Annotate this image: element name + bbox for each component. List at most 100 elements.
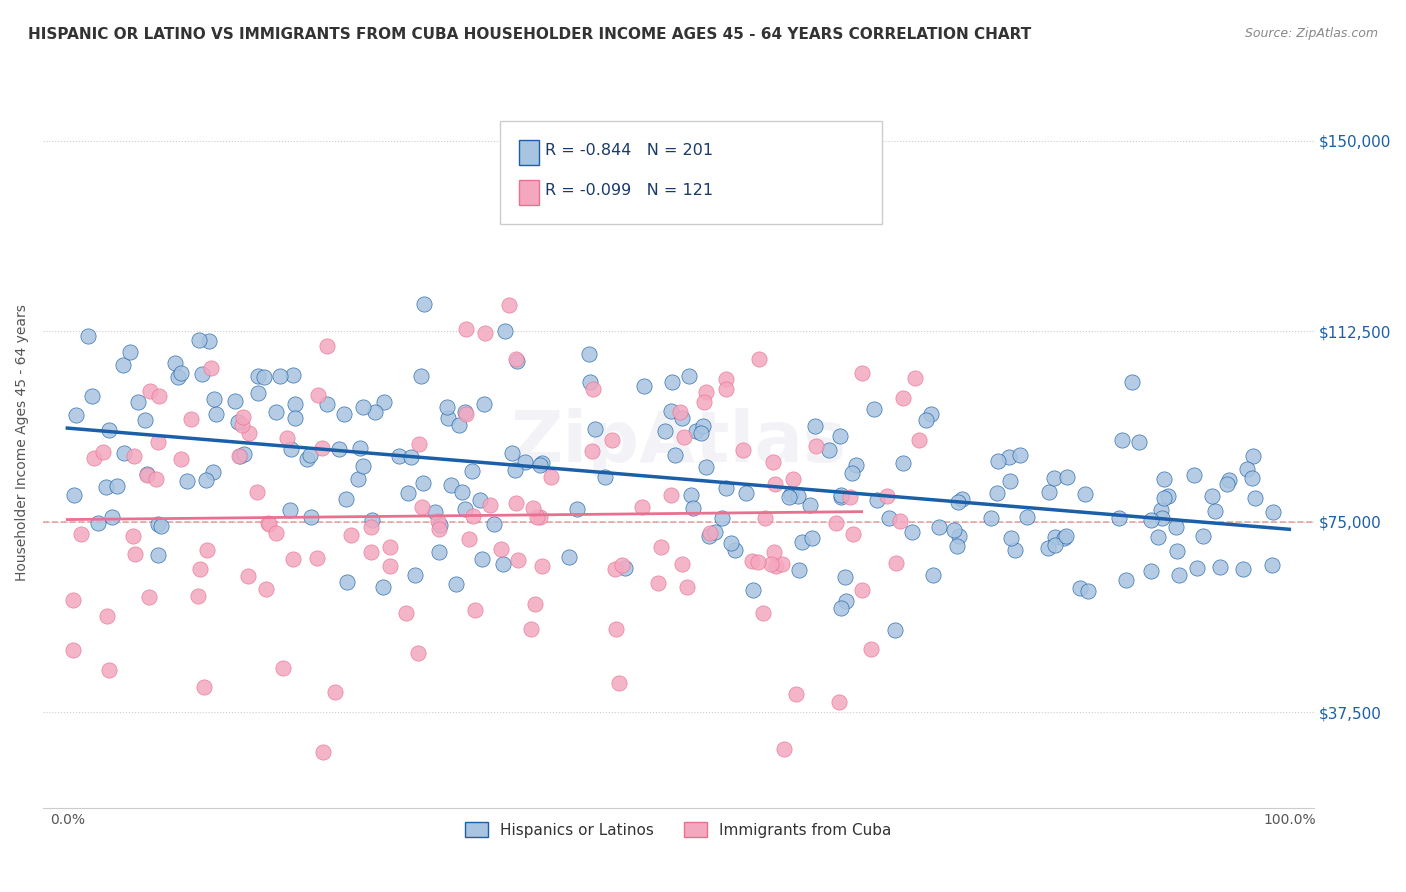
- Point: [311, 441, 333, 455]
- Point: [494, 324, 516, 338]
- Y-axis label: Householder Income Ages 45 - 64 years: Householder Income Ages 45 - 64 years: [15, 304, 30, 581]
- Point: [1166, 544, 1188, 558]
- Point: [1128, 434, 1150, 449]
- Point: [98, 663, 121, 677]
- Point: [661, 375, 683, 389]
- FancyBboxPatch shape: [519, 139, 538, 165]
- Point: [1236, 462, 1258, 476]
- Point: [411, 368, 433, 383]
- Point: [460, 464, 482, 478]
- Point: [1153, 472, 1175, 486]
- Point: [900, 524, 922, 539]
- Point: [269, 368, 291, 383]
- Point: [790, 535, 813, 549]
- Point: [891, 391, 914, 405]
- Point: [454, 405, 477, 419]
- Point: [122, 450, 145, 464]
- Point: [105, 479, 128, 493]
- Point: [593, 469, 616, 483]
- Point: [122, 529, 145, 543]
- Point: [146, 516, 169, 531]
- Point: [876, 489, 898, 503]
- Point: [631, 500, 654, 514]
- Point: [352, 459, 374, 474]
- Point: [489, 542, 512, 557]
- Text: R = -0.844   N = 201: R = -0.844 N = 201: [546, 143, 713, 158]
- Point: [273, 661, 295, 675]
- Point: [333, 407, 356, 421]
- Point: [647, 576, 669, 591]
- Point: [998, 474, 1021, 488]
- Point: [454, 322, 477, 336]
- Point: [228, 449, 250, 463]
- Point: [831, 600, 853, 615]
- Point: [763, 545, 786, 559]
- Point: [669, 405, 692, 419]
- Point: [170, 451, 193, 466]
- Point: [228, 450, 250, 464]
- Point: [1261, 558, 1284, 572]
- Point: [558, 549, 581, 564]
- Point: [349, 441, 371, 455]
- Point: [454, 502, 477, 516]
- Point: [1263, 505, 1285, 519]
- Point: [1241, 449, 1264, 463]
- Point: [468, 493, 491, 508]
- Point: [799, 499, 821, 513]
- Point: [191, 368, 214, 382]
- Point: [828, 429, 851, 443]
- Point: [699, 525, 721, 540]
- Point: [1140, 564, 1163, 578]
- Point: [62, 592, 84, 607]
- Point: [449, 417, 471, 432]
- Point: [498, 298, 520, 312]
- Point: [654, 424, 676, 438]
- Point: [772, 742, 794, 756]
- Point: [1115, 573, 1137, 587]
- Point: [361, 513, 384, 527]
- Point: [336, 574, 359, 589]
- Point: [1054, 529, 1077, 543]
- Point: [1053, 531, 1076, 545]
- Point: [610, 558, 633, 572]
- Point: [678, 369, 700, 384]
- Point: [231, 418, 253, 433]
- Point: [463, 509, 485, 524]
- Point: [884, 623, 907, 637]
- Point: [188, 562, 211, 576]
- Point: [127, 395, 149, 409]
- Point: [804, 418, 827, 433]
- Point: [1000, 532, 1022, 546]
- Point: [1036, 541, 1059, 556]
- Point: [921, 568, 943, 582]
- Point: [437, 410, 460, 425]
- Point: [120, 345, 142, 359]
- Point: [307, 388, 329, 402]
- Point: [801, 531, 824, 545]
- Point: [299, 510, 322, 524]
- Point: [139, 384, 162, 399]
- Point: [578, 347, 600, 361]
- Point: [763, 477, 786, 491]
- Point: [607, 676, 630, 690]
- Point: [659, 487, 682, 501]
- Point: [198, 334, 221, 348]
- Point: [671, 411, 693, 425]
- Point: [1201, 489, 1223, 503]
- Point: [124, 547, 146, 561]
- Point: [193, 680, 215, 694]
- Point: [98, 423, 121, 437]
- Point: [505, 351, 527, 366]
- Point: [404, 567, 426, 582]
- Point: [581, 443, 603, 458]
- Point: [232, 409, 254, 424]
- Point: [915, 413, 938, 427]
- Point: [346, 472, 368, 486]
- Point: [503, 462, 526, 476]
- Point: [943, 523, 966, 537]
- Text: R = -0.099   N = 121: R = -0.099 N = 121: [546, 183, 713, 198]
- Point: [200, 361, 222, 376]
- Point: [246, 484, 269, 499]
- Point: [195, 473, 218, 487]
- Point: [762, 455, 785, 469]
